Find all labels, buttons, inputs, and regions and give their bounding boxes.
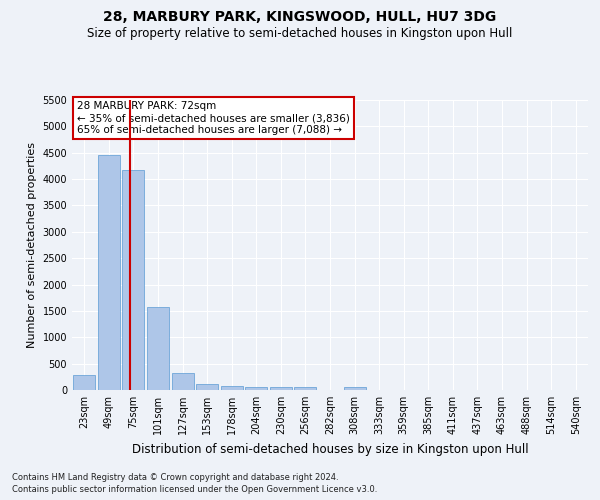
Bar — [172, 372, 194, 390]
Bar — [270, 387, 292, 390]
Y-axis label: Number of semi-detached properties: Number of semi-detached properties — [27, 142, 37, 348]
Bar — [295, 387, 316, 390]
Bar — [122, 170, 145, 390]
Text: Contains public sector information licensed under the Open Government Licence v3: Contains public sector information licen… — [12, 485, 377, 494]
Bar — [98, 156, 120, 390]
Text: 28 MARBURY PARK: 72sqm
← 35% of semi-detached houses are smaller (3,836)
65% of : 28 MARBURY PARK: 72sqm ← 35% of semi-det… — [77, 102, 350, 134]
Text: Contains HM Land Registry data © Crown copyright and database right 2024.: Contains HM Land Registry data © Crown c… — [12, 472, 338, 482]
Bar — [221, 386, 243, 390]
Text: Size of property relative to semi-detached houses in Kingston upon Hull: Size of property relative to semi-detach… — [88, 28, 512, 40]
Bar — [344, 387, 365, 390]
Text: 28, MARBURY PARK, KINGSWOOD, HULL, HU7 3DG: 28, MARBURY PARK, KINGSWOOD, HULL, HU7 3… — [103, 10, 497, 24]
Bar — [73, 374, 95, 390]
Bar — [147, 307, 169, 390]
Bar — [196, 384, 218, 390]
Bar — [245, 386, 268, 390]
Text: Distribution of semi-detached houses by size in Kingston upon Hull: Distribution of semi-detached houses by … — [131, 442, 529, 456]
